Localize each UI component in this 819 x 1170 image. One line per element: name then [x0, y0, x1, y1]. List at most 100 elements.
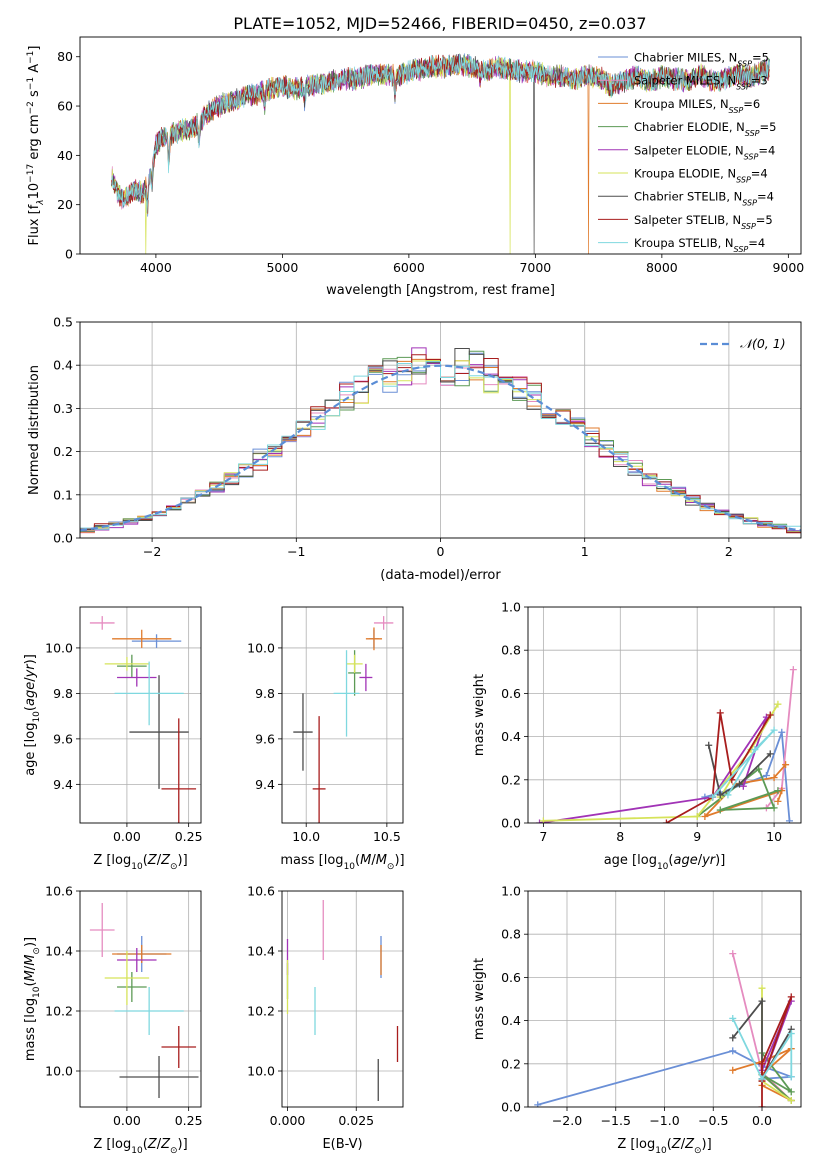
- weight-marker-series-6: [735, 780, 743, 788]
- y-tick-label: 10.6: [247, 884, 275, 899]
- weight-marker-series-3: [774, 787, 782, 795]
- weight-marker-series-8: [758, 1075, 766, 1083]
- y-tick-label: 10.0: [247, 640, 275, 655]
- y-tick-label: 0.5: [53, 315, 73, 330]
- plot-area-weight-vs-age: [528, 607, 801, 823]
- y-tick-label: 10.0: [45, 1064, 73, 1079]
- x-tick-label: 0.000: [270, 1113, 306, 1128]
- weight-line-series-6: [732, 998, 793, 1083]
- axes-frame: [281, 606, 404, 824]
- panel-age-vs-Z: 0.00 0.25 9.4 9.6 9.8 10.0 Z [log10(Z/Z⊙)] age …: [23, 606, 203, 872]
- y-tick-label: 80: [57, 49, 73, 64]
- y-tick-label: 10.6: [45, 884, 73, 899]
- weight-marker-series-8: [709, 793, 717, 801]
- panel-spectrum: 4000 5000 6000 7000 8000 9000 0 20 40 60 80 wavelen…: [26, 36, 804, 298]
- x-tick-label: 6000: [393, 260, 425, 275]
- legend-entry: Kroupa MILES, NSSP=6: [634, 97, 760, 115]
- legend-entry: Kroupa ELODIE, NSSP=4: [634, 167, 768, 185]
- x-tick-label: 0.0: [752, 1113, 772, 1128]
- legend-entry: Salpeter STELIB, NSSP=5: [634, 213, 773, 231]
- axes-frame: [527, 890, 802, 1108]
- x-axis-label: Z [log10(Z/Z⊙)]: [93, 853, 187, 872]
- panel-mass-vs-EBV: 0.000 0.025 10.0 10.2 10.4 10.6 E(B-V): [247, 884, 404, 1152]
- weight-marker-series-8: [724, 791, 732, 799]
- y-tick-label: 10.2: [45, 1004, 73, 1019]
- y-tick-label: 0.0: [53, 531, 73, 546]
- plot-area-residuals: [80, 322, 801, 538]
- x-tick-label: −2.0: [552, 1113, 582, 1128]
- x-tick-label: 0.25: [175, 1113, 203, 1128]
- weight-marker-series-6: [766, 750, 774, 758]
- x-tick-label: 10.5: [373, 829, 401, 844]
- x-tick-label: 10: [766, 829, 782, 844]
- weight-marker-series-3: [716, 806, 724, 814]
- weight-marker-series-4: [739, 782, 747, 790]
- weight-marker-series-2: [782, 761, 790, 769]
- weight-marker-series-8: [751, 746, 759, 754]
- y-tick-label: 0.1: [53, 487, 73, 502]
- x-tick-label: 0.00: [113, 829, 141, 844]
- x-tick-label: −0.5: [698, 1113, 728, 1128]
- weight-marker-series-2: [729, 1066, 737, 1074]
- weight-marker-series-7: [716, 709, 724, 717]
- x-tick-label: 9000: [772, 260, 804, 275]
- x-tick-label: −1.5: [601, 1113, 631, 1128]
- y-tick-label: 9.4: [53, 777, 73, 792]
- weight-marker-series-5: [758, 984, 766, 992]
- weight-marker-series-6: [729, 1034, 737, 1042]
- y-tick-label: 9.8: [53, 686, 73, 701]
- weight-marker-series-5: [693, 813, 701, 821]
- weight-marker-series-7: [758, 1060, 766, 1068]
- x-tick-label: −2: [143, 544, 161, 559]
- y-tick-label: 9.4: [255, 777, 275, 792]
- legend-entry: Chabrier ELODIE, NSSP=5: [634, 120, 776, 138]
- weight-marker-series-5: [787, 1097, 795, 1105]
- weight-marker-series-0: [534, 1101, 542, 1107]
- x-tick-label: 7000: [519, 260, 551, 275]
- y-tick-label: 20: [57, 197, 73, 212]
- panel-weight-vs-age: 7 8 9 10 0.0 0.2 0.4 0.6 0.8 1.0 age [log10(age/yr…: [472, 600, 802, 872]
- weight-marker-series-7: [662, 819, 670, 823]
- weight-line-series-7: [761, 996, 793, 1107]
- weight-marker-series-7: [787, 993, 795, 1001]
- x-tick-label: 8: [616, 829, 624, 844]
- y-tick-label: 10.4: [45, 944, 73, 959]
- weight-marker-series-1: [729, 950, 737, 958]
- y-tick-label: 10.2: [247, 1004, 275, 1019]
- y-tick-label: 0.6: [501, 970, 521, 985]
- x-tick-label: 5000: [266, 260, 298, 275]
- y-tick-label: 1.0: [501, 600, 521, 615]
- weight-marker-series-0: [729, 1047, 737, 1055]
- weight-line-series-8: [711, 729, 775, 798]
- weight-marker-series-0: [785, 817, 793, 823]
- weight-line-series-8: [731, 1018, 793, 1081]
- weight-marker-series-7: [758, 1103, 766, 1107]
- panel-age-vs-mass: 10.0 10.5 9.4 9.6 9.8 10.0 mass [log10(M/M⊙)]: [247, 606, 405, 872]
- y-tick-label: 1.0: [501, 884, 521, 899]
- y-tick-label: 0.4: [53, 358, 73, 373]
- y-axis-label: mass [log10(M/M⊙)]: [23, 937, 42, 1061]
- plot-area-mass-vs-EBV: [282, 891, 403, 1107]
- y-tick-label: 0.4: [501, 1013, 521, 1028]
- x-tick-label: 0.00: [113, 1113, 141, 1128]
- axes-frame: [527, 606, 802, 824]
- weight-marker-series-7: [766, 711, 774, 719]
- legend-entry: Salpeter MILES, NSSP=3: [634, 74, 768, 92]
- y-axis-label: mass weight: [472, 958, 487, 1040]
- x-axis-label: age [log10(age/yr)]: [604, 853, 726, 872]
- legend-entry: Chabrier MILES, NSSP=5: [634, 51, 769, 69]
- x-axis-label: Z [log10(Z/Z⊙)]: [93, 1137, 187, 1156]
- y-axis-label: mass weight: [472, 674, 487, 756]
- legend-entry: Kroupa STELIB, NSSP=4: [634, 236, 765, 254]
- x-axis-label: mass [log10(M/M⊙)]: [280, 853, 404, 872]
- x-axis-label: E(B-V): [322, 1137, 362, 1152]
- weight-marker-series-5: [539, 817, 547, 823]
- axes-frame: [79, 321, 802, 539]
- weight-marker-series-8: [729, 1014, 737, 1022]
- axes-frame: [79, 890, 202, 1108]
- y-axis-label: Flux [fλ10−17 erg cm−2 s−1 A−1]: [26, 46, 46, 246]
- weight-marker-series-3: [770, 804, 778, 812]
- figure-title: PLATE=1052, MJD=52466, FIBERID=0450, z=0…: [233, 14, 646, 33]
- plot-area-age-vs-mass: [282, 607, 403, 823]
- spectrum-legend: Chabrier MILES, NSSP=5 Salpeter MILES, NS…: [598, 51, 776, 254]
